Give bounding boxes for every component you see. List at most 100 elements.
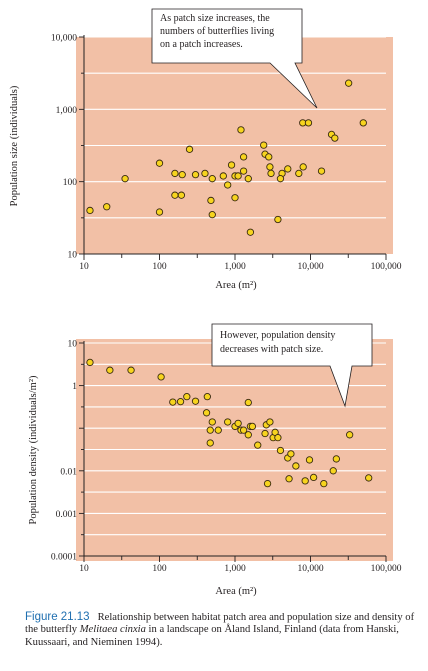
data-point <box>127 366 135 374</box>
y-tick-label: 10,000 <box>51 34 77 44</box>
figure-caption: Figure 21.13 Relationship between habitat… <box>25 611 415 649</box>
data-point <box>203 393 211 401</box>
data-point <box>344 79 353 87</box>
data-point <box>237 126 245 134</box>
callout-line-3: on a patch increases. <box>160 39 243 50</box>
callout-shape <box>151 8 318 109</box>
data-point <box>287 450 295 458</box>
data-point <box>239 426 248 434</box>
x-tick-label: 10,000 <box>297 564 323 574</box>
data-point <box>263 479 272 488</box>
x-tick-label: 1,000 <box>224 564 246 574</box>
callout-box: As patch size increases, the numbers of … <box>151 8 318 109</box>
data-point <box>231 194 239 202</box>
x-axis-title: Area (m²) <box>215 280 257 291</box>
data-point <box>171 169 179 178</box>
data-point <box>332 455 341 463</box>
data-point <box>178 171 186 179</box>
data-point <box>207 196 215 205</box>
data-point <box>121 175 129 183</box>
data-point <box>331 134 339 142</box>
data-point <box>345 431 354 439</box>
data-point <box>276 446 285 455</box>
y-tick-label: 0.001 <box>56 510 78 520</box>
caption-text-after: in a landscape on Åland Island, Finland … <box>25 624 399 648</box>
data-point <box>206 439 214 447</box>
data-point <box>265 153 273 161</box>
data-point <box>266 163 274 171</box>
data-point <box>201 169 209 178</box>
data-point <box>320 479 328 488</box>
y-tick-label: 0.01 <box>60 467 77 477</box>
y-tick-label: 1 <box>72 382 77 392</box>
data-point <box>274 434 282 442</box>
data-point <box>359 119 367 127</box>
data-point <box>103 203 111 211</box>
data-point <box>261 429 269 438</box>
data-point <box>227 161 236 169</box>
callout-shape <box>211 323 373 408</box>
data-point <box>208 418 216 426</box>
data-point <box>329 467 337 475</box>
data-point <box>274 215 282 224</box>
data-point <box>254 441 262 449</box>
callout-line-1: However, population density <box>220 330 335 341</box>
axes: 0.0001 0.001 0.01 1 10 10 100 1,000 10,000 100,00… <box>51 340 402 575</box>
x-tick-label: 100 <box>152 262 167 272</box>
data-point <box>266 418 274 426</box>
data-point <box>309 473 318 482</box>
data-point <box>301 477 309 485</box>
data-point <box>86 206 94 215</box>
x-tick-label: 100,000 <box>371 262 402 272</box>
y-axis-title: Population size (individuals) <box>9 85 20 206</box>
data-point <box>260 141 268 149</box>
data-point <box>219 172 227 180</box>
data-point <box>234 419 242 427</box>
data-point <box>244 175 252 183</box>
x-tick-label: 100,000 <box>371 564 402 574</box>
figure-label: Figure 21.13 <box>25 611 90 623</box>
y-axis-title: Population density (individuals/m²) <box>28 375 39 524</box>
data-point <box>239 153 248 161</box>
x-tick-label: 10 <box>79 262 89 272</box>
data-points <box>86 79 367 236</box>
callout-line-2: numbers of butterflies living <box>160 26 274 37</box>
data-point <box>248 422 257 431</box>
data-point <box>239 167 248 175</box>
data-point <box>244 431 252 439</box>
data-point <box>246 228 255 236</box>
data-point <box>202 409 211 417</box>
data-point <box>276 175 285 183</box>
data-point <box>155 159 164 167</box>
caption-text-before: Relationship between habitat patch area … <box>25 612 415 636</box>
data-points <box>86 358 373 488</box>
data-point <box>304 119 313 127</box>
data-point <box>365 474 373 482</box>
y-tick-label: 0.0001 <box>51 553 77 563</box>
axes: 10 100 1,000 10,000 10 100 1,000 10,000 100,000 <box>51 34 402 273</box>
data-point <box>185 145 194 153</box>
x-tick-label: 10 <box>79 564 89 574</box>
data-point <box>191 171 200 179</box>
callout-box: However, population density decreases wi… <box>211 323 373 408</box>
y-tick-label: 10 <box>68 251 78 261</box>
y-tick-label: 1,000 <box>56 106 78 116</box>
data-point <box>191 397 200 405</box>
data-point <box>157 373 165 381</box>
data-point <box>295 169 303 178</box>
x-tick-label: 10,000 <box>297 262 323 272</box>
data-point <box>177 191 186 199</box>
data-point <box>317 167 326 175</box>
data-point <box>206 426 214 434</box>
data-point <box>183 393 191 401</box>
data-point <box>267 169 275 178</box>
data-point <box>208 175 216 183</box>
data-point <box>299 163 307 171</box>
caption-species: Melitaea cinxia <box>79 624 146 636</box>
data-point <box>234 172 242 180</box>
callout-line-1: As patch size increases, the <box>160 13 270 24</box>
data-point <box>292 462 300 470</box>
data-point <box>244 398 252 407</box>
